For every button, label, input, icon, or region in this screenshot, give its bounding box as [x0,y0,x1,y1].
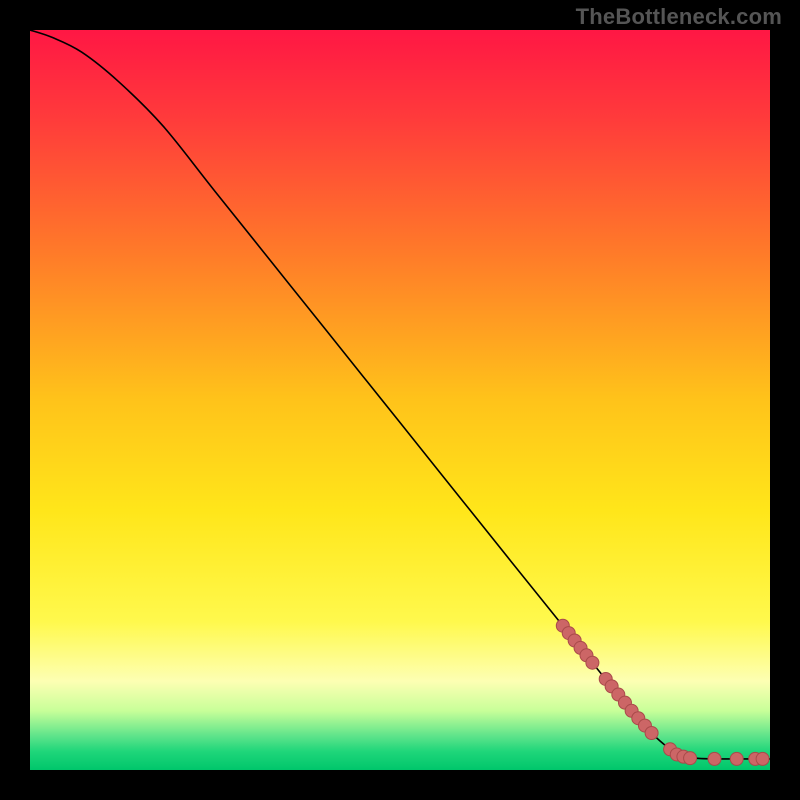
data-marker [756,752,769,765]
plot-svg [30,30,770,770]
data-marker [708,752,721,765]
data-marker [586,656,599,669]
data-marker [645,727,658,740]
gradient-background [30,30,770,770]
data-marker [684,752,697,765]
watermark-text: TheBottleneck.com [576,4,782,30]
chart-canvas: TheBottleneck.com [0,0,800,800]
data-marker [730,752,743,765]
plot-area [30,30,770,770]
